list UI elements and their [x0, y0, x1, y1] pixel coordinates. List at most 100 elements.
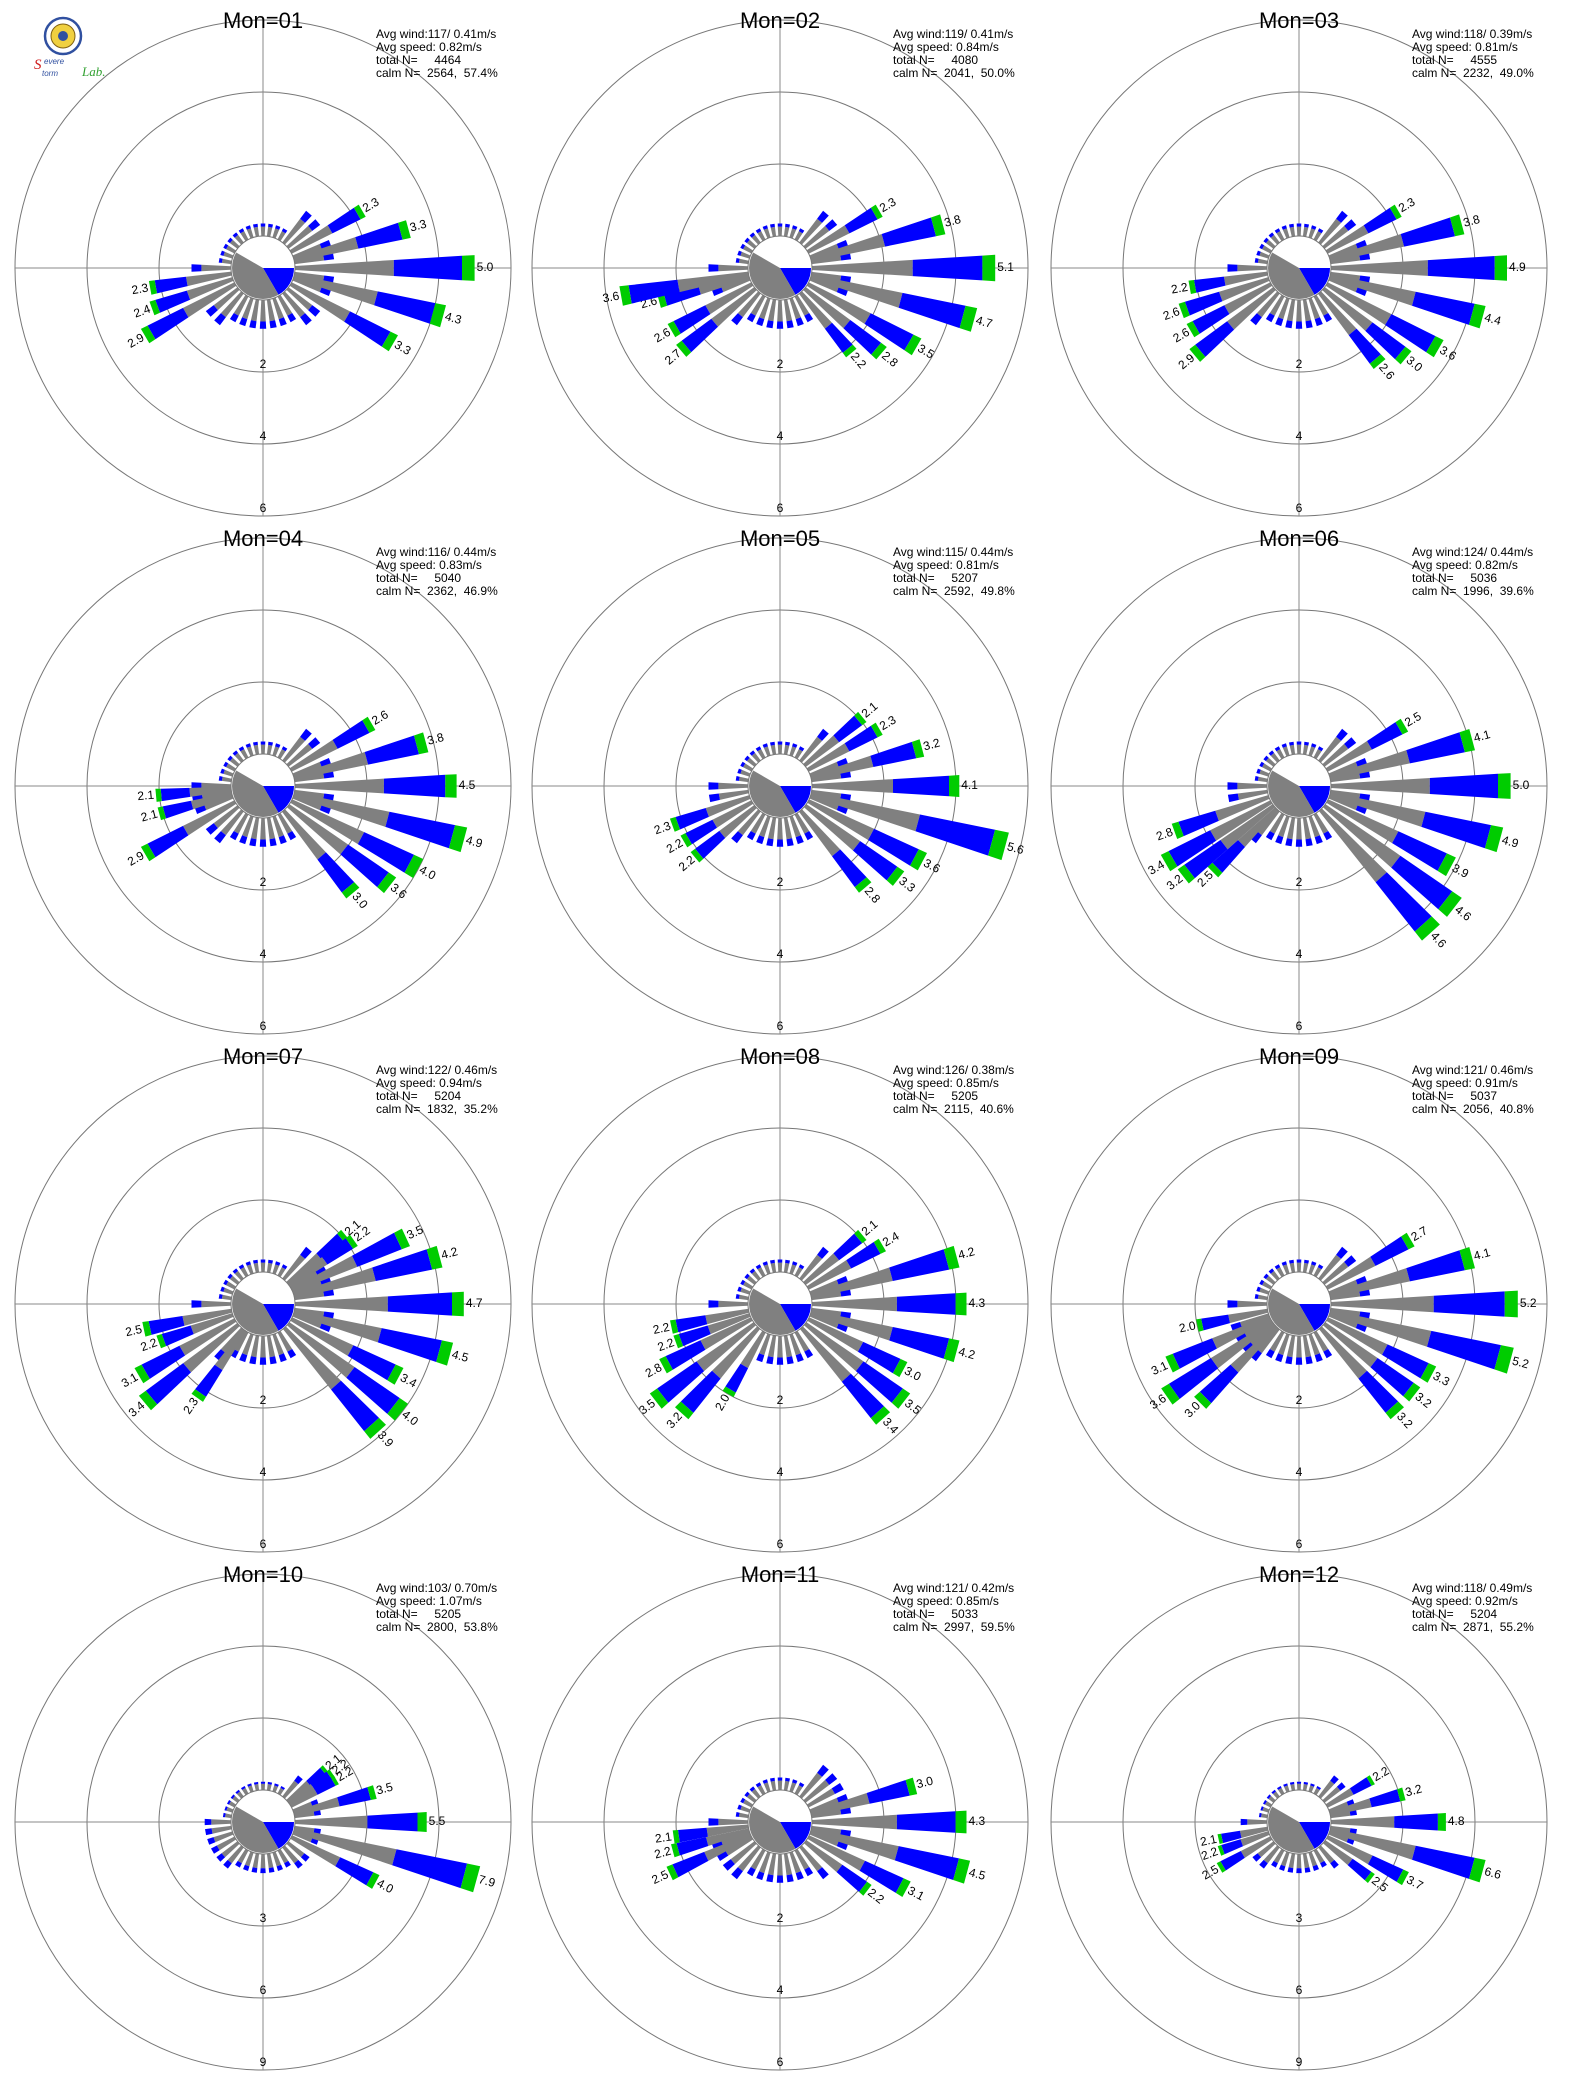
speed-bar-high	[1369, 354, 1386, 369]
minor-bar-tip	[300, 728, 312, 741]
speed-bar-low	[810, 1793, 870, 1816]
minor-bar	[763, 1782, 771, 1793]
minor-bar-tip	[708, 793, 720, 803]
avg-speed-text: Avg speed: 0.81m/s	[893, 558, 999, 572]
speed-bar-high	[1498, 773, 1511, 799]
stats-block: Avg wind:118/ 0.49m/s Avg speed: 0.92m/s t…	[1412, 1582, 1534, 1634]
minor-bar	[1302, 1853, 1310, 1869]
minor-bar-tip	[220, 768, 225, 774]
minor-bar	[1296, 226, 1302, 236]
speed-bar-mid	[387, 1292, 452, 1316]
bar-value-label: 3.0	[915, 1773, 935, 1791]
minor-bar-tip	[204, 1818, 212, 1826]
stats-block: Avg wind:117/ 0.41m/s Avg speed: 0.82m/s t…	[376, 28, 498, 80]
minor-bar	[743, 1799, 754, 1808]
minor-bar	[746, 757, 757, 767]
minor-bar	[746, 1275, 757, 1285]
minor-bar	[809, 1831, 839, 1847]
total-n-text: total N= 5204	[376, 1089, 462, 1103]
bar-value-label: 2.2	[653, 1844, 673, 1862]
speed-bar-low	[1325, 1788, 1354, 1808]
bar-value-label: 2.1	[1199, 1832, 1219, 1849]
minor-bar-tip	[268, 223, 273, 228]
minor-bar	[277, 812, 293, 834]
speed-bar-mid	[1392, 831, 1447, 871]
minor-bar	[233, 294, 249, 316]
minor-bar	[292, 243, 322, 259]
minor-bar-tip	[786, 320, 794, 329]
minor-bar	[794, 749, 803, 760]
minor-bar	[221, 776, 232, 783]
minor-bar-tip	[314, 1265, 327, 1276]
speed-bar-mid	[340, 844, 389, 888]
speed-bar-mid	[678, 1325, 711, 1347]
minor-bar-tip	[247, 1783, 252, 1787]
speed-bar-high	[142, 1321, 152, 1337]
bar-value-label: 2.3	[877, 194, 899, 215]
speed-bar-low	[293, 237, 359, 262]
ring-label: 2	[260, 875, 267, 889]
bar-value-label: 5.6	[1006, 839, 1026, 857]
minor-bar	[242, 1787, 249, 1796]
speed-bar-high	[886, 866, 905, 886]
bar-value-label: 2.1	[137, 788, 155, 803]
minor-bar-tip	[1330, 1775, 1339, 1785]
speed-bar-high	[670, 1319, 679, 1334]
minor-bar	[1308, 228, 1316, 239]
minor-bar-tip	[294, 1775, 303, 1785]
minor-bar-tip	[746, 1867, 756, 1877]
minor-bar	[226, 245, 237, 254]
minor-bar-tip	[1344, 737, 1357, 749]
speed-bar-low	[711, 287, 757, 327]
speed-bar-low	[706, 1828, 750, 1846]
minor-bar-tip	[740, 1279, 746, 1286]
bar-value-label: 2.3	[652, 818, 673, 837]
panel-title: Mon=04	[222, 526, 304, 551]
minor-bar	[266, 1262, 273, 1273]
minor-bar-tip	[232, 750, 239, 756]
total-n-text: total N= 5033	[893, 1607, 979, 1621]
speed-bar-high	[943, 1338, 960, 1363]
bar-value-label: 4.2	[957, 1244, 977, 1262]
minor-bar-tip	[259, 1357, 267, 1365]
speed-bar-low	[1230, 1325, 1278, 1373]
minor-bar-tip	[785, 223, 790, 228]
minor-bar-tip	[749, 1268, 756, 1274]
windrose-panel: 2 4 6 2.1 2.4 4.2 4.3 4.2 3.0 3.5 3.4 2.0 3.2 3.5 2.8 2…	[517, 1044, 1043, 1566]
minor-bar	[743, 245, 754, 254]
minor-bar	[246, 228, 254, 239]
speed-bar-mid	[1172, 1338, 1217, 1369]
minor-bar-tip	[1252, 1853, 1262, 1862]
minor-bar-tip	[795, 317, 804, 327]
minor-bar	[1280, 1851, 1290, 1867]
minor-bar-tip	[1289, 741, 1294, 746]
minor-bar	[809, 795, 839, 811]
minor-bar	[1302, 1335, 1312, 1358]
minor-bar	[229, 757, 240, 767]
minor-bar	[1322, 1261, 1349, 1285]
speed-bar-high	[1469, 1857, 1486, 1883]
minor-bar-tip	[744, 237, 750, 244]
minor-bar	[770, 1780, 777, 1791]
minor-bar-tip	[1304, 741, 1309, 746]
minor-bar-tip	[755, 1264, 762, 1270]
minor-bar-tip	[227, 237, 233, 244]
minor-bar	[751, 752, 761, 763]
minor-bar	[1296, 1854, 1302, 1869]
speed-bar-mid	[678, 1827, 708, 1843]
minor-bar	[770, 1262, 777, 1273]
avg-wind-sector	[1299, 268, 1330, 295]
speed-bar-mid	[1358, 1370, 1399, 1413]
minor-bar	[252, 1853, 260, 1869]
speed-bar-high	[404, 854, 424, 878]
svg-text:evere: evere	[44, 57, 65, 66]
minor-bar	[1302, 1784, 1308, 1791]
calm-sector	[780, 786, 796, 817]
ring-label: 6	[1296, 1019, 1303, 1033]
minor-bar-tip	[214, 1349, 226, 1362]
speed-bar-high	[345, 1234, 358, 1249]
minor-bar	[777, 1854, 783, 1876]
minor-bar	[789, 815, 801, 838]
minor-bar-tip	[804, 313, 814, 323]
minor-bar-tip	[762, 1779, 768, 1784]
